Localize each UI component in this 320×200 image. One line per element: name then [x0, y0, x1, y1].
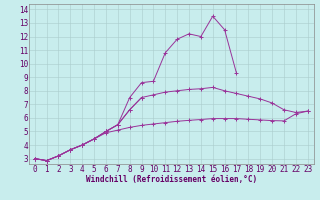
X-axis label: Windchill (Refroidissement éolien,°C): Windchill (Refroidissement éolien,°C)	[86, 175, 257, 184]
